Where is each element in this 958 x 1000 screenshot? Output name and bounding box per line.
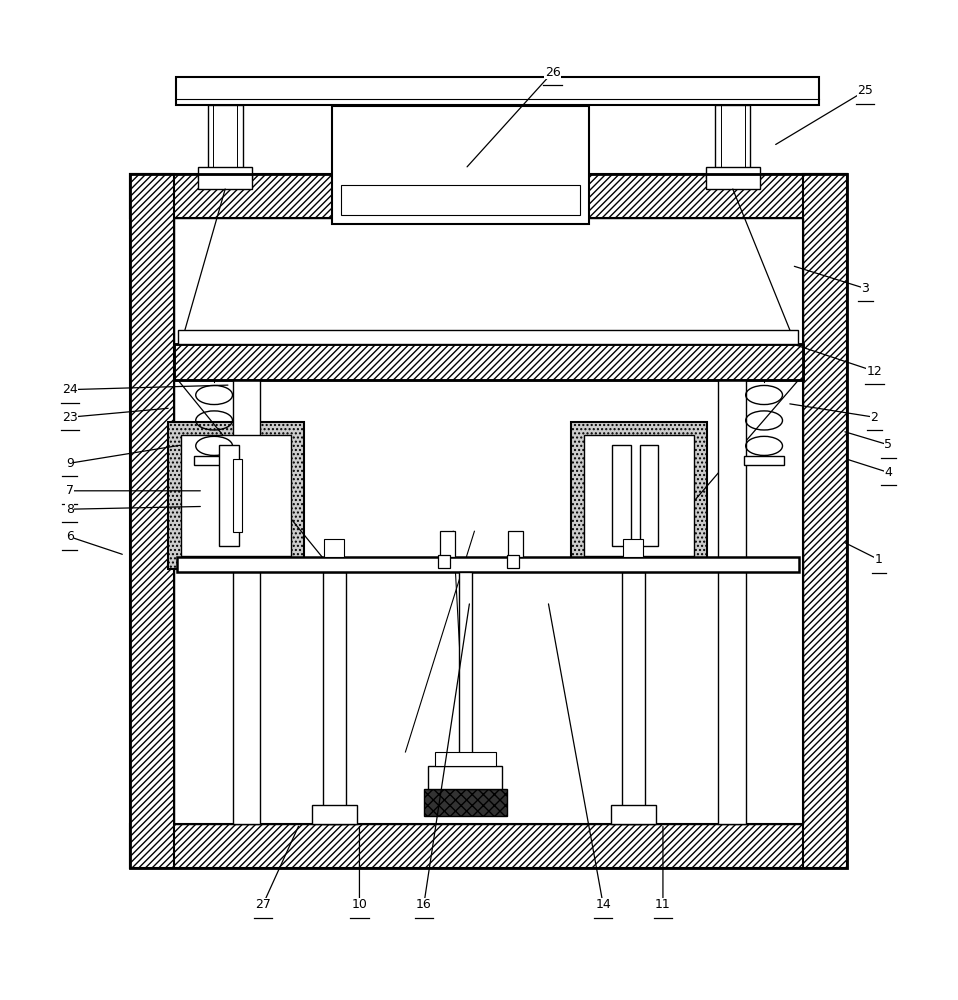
Bar (129, 174, 173, 868)
Bar (181, 435, 291, 556)
Bar (341, 185, 581, 215)
Bar (435, 752, 495, 766)
Text: 1: 1 (875, 553, 883, 566)
Bar (323, 572, 346, 824)
Bar (423, 789, 507, 816)
Bar (459, 572, 471, 773)
Bar (169, 422, 305, 569)
Bar (218, 445, 239, 546)
Text: 27: 27 (255, 898, 271, 911)
Text: 9: 9 (66, 457, 74, 470)
Bar (173, 344, 803, 380)
Text: 14: 14 (595, 898, 611, 911)
Bar (233, 459, 241, 532)
Text: 7: 7 (66, 484, 74, 497)
Text: 24: 24 (62, 383, 78, 396)
Text: 11: 11 (655, 898, 671, 911)
Bar (129, 174, 847, 868)
Bar (441, 531, 455, 557)
Text: 26: 26 (545, 66, 560, 79)
Bar (428, 766, 502, 789)
Bar (622, 572, 645, 824)
Text: 23: 23 (62, 411, 78, 424)
Bar (331, 106, 589, 224)
Bar (640, 445, 658, 546)
Bar (706, 167, 760, 178)
Bar (507, 555, 519, 568)
Bar (509, 531, 523, 557)
Bar (208, 105, 242, 178)
Text: 5: 5 (884, 438, 892, 451)
Text: 8: 8 (66, 503, 74, 516)
Bar (173, 218, 803, 824)
Bar (718, 380, 745, 824)
Bar (129, 174, 847, 218)
Bar (716, 105, 750, 178)
Bar (198, 167, 252, 178)
Bar (612, 445, 630, 546)
Bar (571, 422, 707, 569)
Bar (743, 456, 785, 465)
Bar (610, 805, 655, 824)
Bar (438, 555, 450, 568)
Bar (233, 380, 261, 824)
Text: 3: 3 (861, 282, 869, 295)
Text: 2: 2 (871, 411, 878, 424)
Bar (325, 539, 344, 557)
Bar (194, 456, 235, 465)
Text: 4: 4 (884, 466, 892, 479)
Text: 10: 10 (352, 898, 367, 911)
Text: 6: 6 (66, 530, 74, 543)
Text: 16: 16 (416, 898, 432, 911)
Bar (175, 77, 819, 105)
Bar (198, 174, 252, 189)
Bar (178, 330, 798, 344)
Text: 25: 25 (857, 84, 873, 97)
Bar (173, 344, 803, 380)
Bar (129, 824, 847, 868)
Bar (624, 539, 643, 557)
Bar (706, 174, 760, 189)
Bar (583, 435, 695, 556)
Bar (803, 174, 847, 868)
Bar (311, 805, 356, 824)
Text: 12: 12 (867, 365, 882, 378)
Bar (177, 557, 799, 572)
